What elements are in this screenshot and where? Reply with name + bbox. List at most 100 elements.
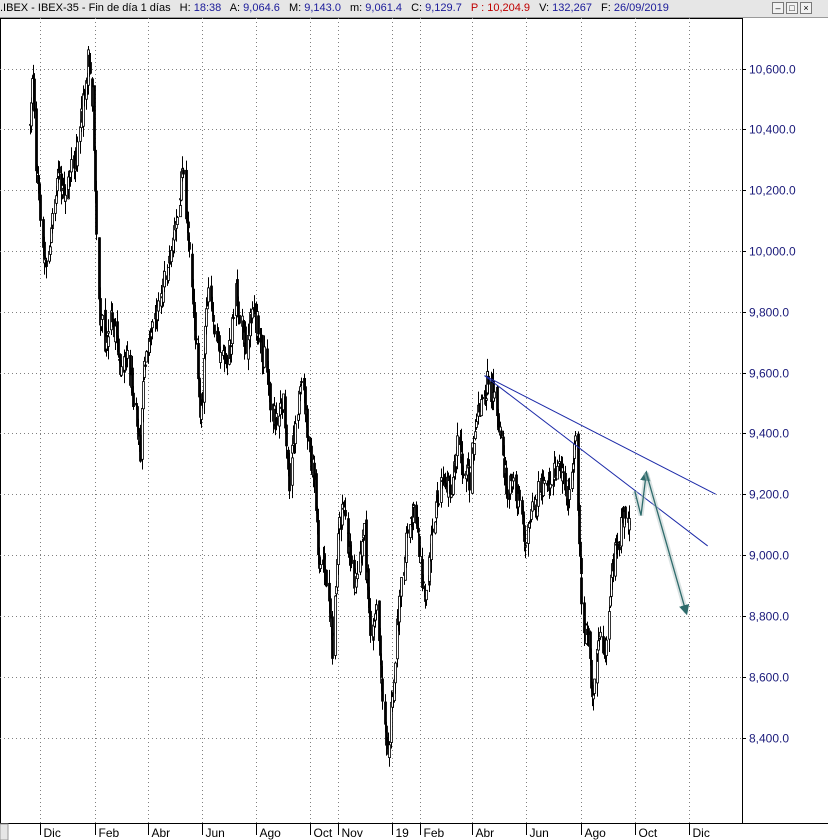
candle-body — [197, 343, 200, 380]
candle-body — [593, 678, 596, 694]
x-tick-label: Oct — [314, 826, 333, 840]
candle-body — [145, 351, 148, 363]
candle-body — [337, 533, 340, 565]
x-tick-label: Dic — [693, 826, 710, 840]
candle-body — [323, 554, 326, 573]
f-label: F: — [601, 2, 611, 14]
candle-body — [579, 541, 582, 557]
x-tick-label: Ago — [585, 826, 607, 840]
candle-body — [412, 505, 415, 508]
x-tick-label: Jun — [206, 826, 225, 840]
candle-body — [369, 610, 372, 636]
x-tick-label: 19 — [396, 826, 410, 840]
maximize-icon[interactable]: □ — [786, 2, 798, 14]
candle-body — [422, 581, 425, 584]
candle-body — [51, 213, 54, 226]
candle-body — [49, 246, 52, 255]
candle-body — [583, 602, 586, 634]
candle-body — [307, 436, 310, 442]
candle-body — [500, 430, 503, 437]
candle-body — [205, 308, 208, 327]
candle-body — [64, 194, 67, 202]
candle-body — [350, 555, 353, 564]
candle-body — [556, 465, 559, 480]
candle-body — [471, 442, 474, 494]
candle-body — [317, 520, 320, 556]
candle-body — [126, 350, 129, 359]
candle-body — [577, 433, 580, 511]
a-value: 9,064.6 — [243, 2, 280, 14]
p-label: P : — [470, 2, 485, 14]
x-tick-label: Oct — [639, 826, 658, 840]
candle-body — [356, 573, 359, 580]
x-tick-label: Nov — [342, 826, 363, 840]
candle-body — [191, 253, 194, 288]
candle-body — [598, 638, 601, 641]
candle-body — [219, 352, 222, 363]
y-tick-label: 8,400.0 — [749, 732, 789, 746]
candle-body — [618, 546, 621, 551]
candle-body — [624, 506, 627, 519]
candle-body — [135, 402, 138, 406]
candle-body — [58, 166, 61, 174]
candle-body — [379, 635, 382, 656]
candle-body — [285, 424, 288, 447]
candle-body — [179, 204, 182, 218]
candle-body — [269, 383, 272, 411]
candle-body — [263, 346, 266, 368]
candle-body — [365, 519, 368, 581]
candle-body — [384, 701, 387, 725]
minimize-icon[interactable]: – — [772, 2, 784, 14]
y-tick-label: 9,200.0 — [749, 488, 789, 502]
candle-body — [493, 391, 496, 399]
forecast-arrow-2 — [645, 472, 690, 616]
m-low-value: 9,061.4 — [365, 2, 402, 14]
x-tick-label: Ago — [260, 826, 282, 840]
candle-body — [89, 62, 92, 74]
candle-body — [319, 564, 322, 569]
candle-body — [487, 375, 490, 385]
candle-body — [107, 336, 110, 347]
candle-body — [310, 445, 313, 471]
candle-body — [107, 331, 110, 334]
candle-body — [212, 314, 215, 322]
y-tick-label: 8,600.0 — [749, 671, 789, 685]
candle-body — [170, 249, 173, 263]
a-label: A: — [229, 2, 241, 14]
candle-body — [485, 398, 488, 401]
candle-body — [614, 542, 617, 577]
candle-body — [315, 473, 318, 511]
candle-body — [434, 521, 437, 534]
candle-body — [117, 338, 120, 356]
m-high-value: 9,143.0 — [304, 2, 341, 14]
candle-body — [449, 484, 452, 494]
candle-body — [163, 271, 166, 288]
y-tick-label: 10,400.0 — [749, 123, 796, 137]
c-value: 9,129.7 — [425, 2, 462, 14]
symbol-label: .IBEX - IBEX-35 - Fin de día 1 días — [0, 2, 171, 14]
candle-body — [421, 559, 424, 588]
x-tick-label: Dic — [44, 826, 61, 840]
candle-body — [381, 678, 384, 702]
candle-body — [200, 404, 203, 420]
trend-line-1 — [484, 375, 716, 495]
candle-body — [417, 527, 420, 533]
trend-line-2 — [484, 375, 708, 547]
candle-body — [549, 483, 552, 489]
m-high-label: M: — [288, 2, 302, 14]
candle-body — [518, 489, 521, 501]
candle-body — [218, 335, 221, 352]
candle-body — [101, 314, 104, 320]
f-value: 26/09/2019 — [613, 2, 669, 14]
close-icon[interactable]: × — [800, 2, 812, 14]
candle-body — [524, 542, 527, 544]
candle-body — [425, 589, 428, 601]
candle-body — [144, 364, 147, 367]
candle-body — [210, 285, 213, 302]
candle-body — [275, 417, 278, 425]
candle-body — [468, 472, 471, 491]
scroll-handle — [0, 823, 9, 840]
candle-body — [572, 463, 575, 470]
candle-body — [325, 569, 328, 587]
